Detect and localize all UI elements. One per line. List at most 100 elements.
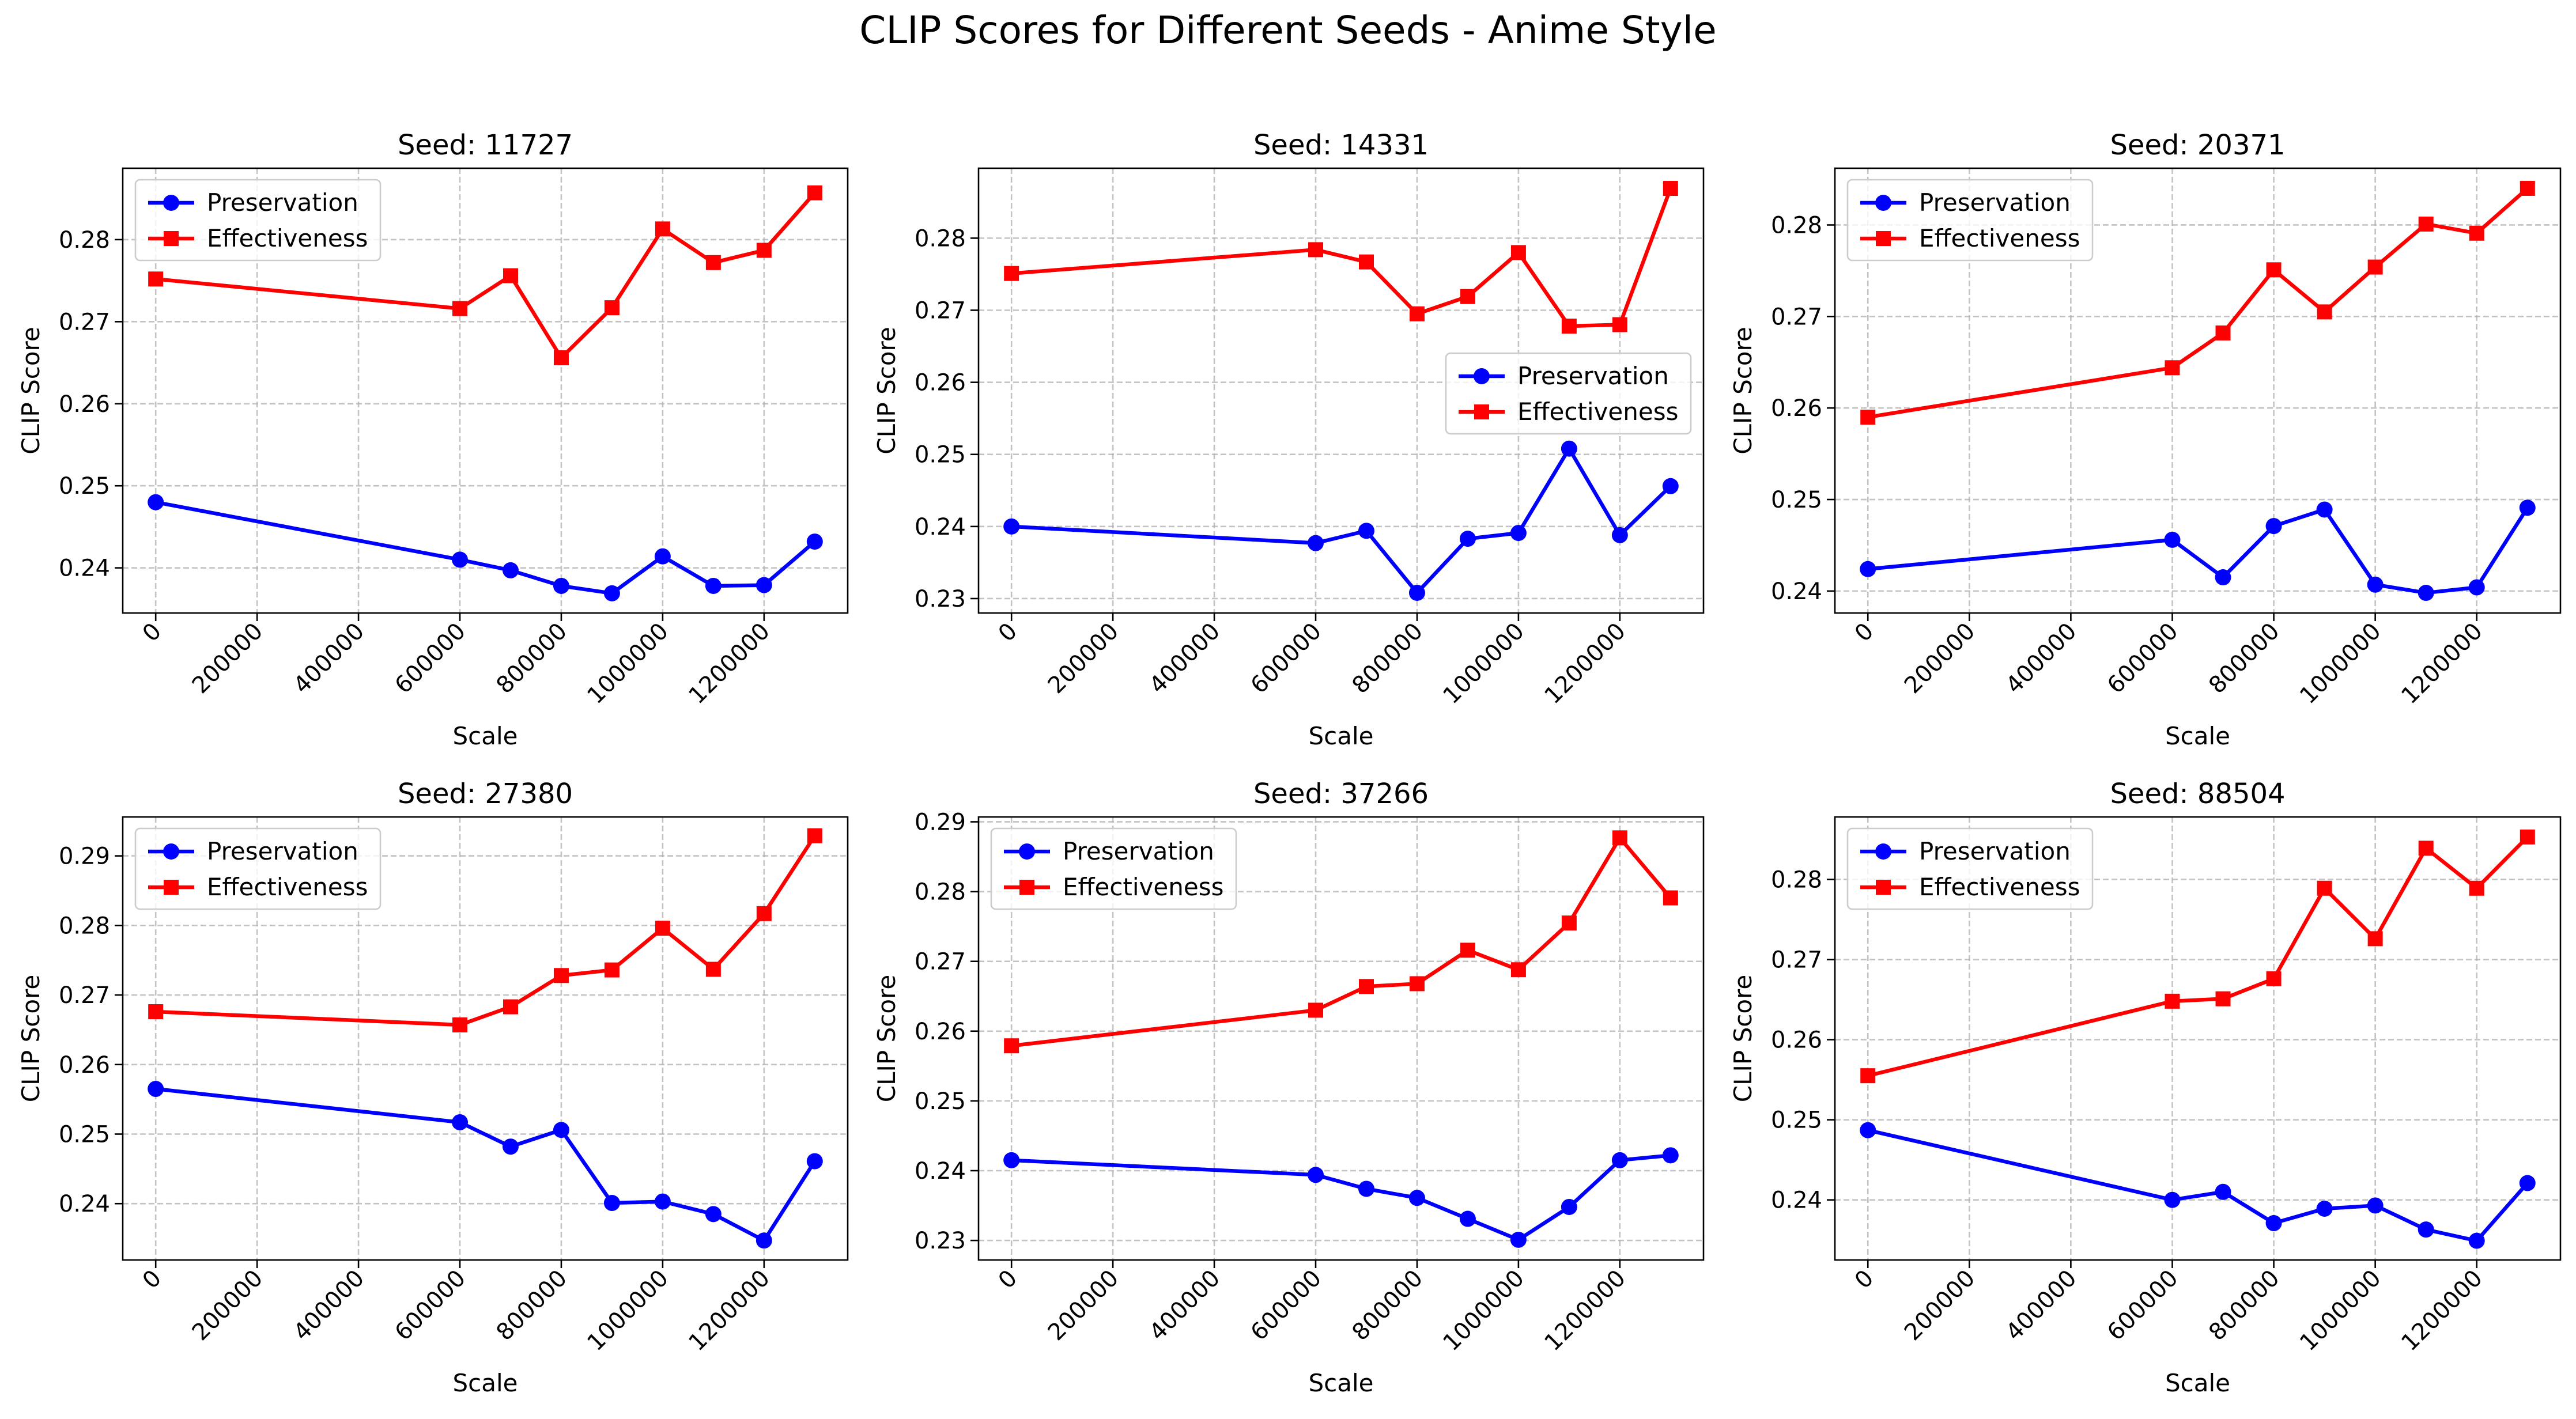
x-tick-label: 800000 [1347,1265,1429,1346]
data-point-preservation [2265,1215,2282,1232]
data-point-effectiveness [655,921,670,936]
y-tick-label: 0.27 [59,982,110,1009]
data-point-effectiveness [2317,880,2332,896]
data-point-preservation [1003,518,1020,535]
data-point-effectiveness [1358,254,1374,270]
data-point-effectiveness [2520,180,2535,196]
x-axis-label: Scale [2165,1369,2230,1397]
y-tick-label: 0.25 [915,1088,966,1115]
data-point-preservation [2367,576,2384,593]
legend-label: Preservation [1063,837,1214,865]
x-tick-label: 600000 [1246,618,1327,699]
data-point-effectiveness [1004,1038,1019,1054]
subplot-3: 0 200000 400000 600000 800000 1000000 1200000 0… [1729,129,2562,750]
data-point-effectiveness [1612,317,1627,332]
y-tick-label: 0.26 [59,391,110,418]
x-tick-label: 1200000 [2396,618,2488,710]
x-tick-label: 1000000 [2295,618,2386,710]
data-point-preservation [2164,531,2181,548]
data-point-preservation [1611,527,1628,543]
plot-frame [977,816,1705,1261]
x-axis-label: Scale [453,722,518,750]
data-point-preservation [553,577,569,594]
data-point-preservation [2418,585,2434,601]
data-point-effectiveness [1561,915,1577,931]
data-point-preservation [1510,1231,1527,1248]
x-tick-label: 0 [1850,1265,1879,1295]
data-point-effectiveness [503,268,518,283]
y-tick-label: 0.29 [915,809,966,835]
data-point-preservation [1611,1152,1628,1168]
data-point-effectiveness [1663,890,1678,906]
x-tick-label: 200000 [1043,1265,1124,1346]
legend-box [134,827,382,910]
x-tick-label: 200000 [1899,618,1981,699]
x-tick-label: 600000 [1246,1265,1327,1346]
data-point-preservation [1408,1190,1425,1206]
legend: Preservation Effectiveness [1846,827,2094,910]
data-point-effectiveness [2165,360,2180,376]
y-tick-label: 0.27 [1771,947,1822,974]
legend-marker-square [1876,880,1891,895]
x-tick-label: 0 [138,1265,167,1295]
legend-label: Preservation [207,188,358,217]
plot-frame [122,167,849,614]
subplot-5: 0 200000 400000 600000 800000 1000000 1200000 0… [872,778,1705,1397]
data-point-effectiveness [553,350,569,366]
legend-label: Effectiveness [1517,398,1678,426]
data-point-effectiveness [1358,979,1374,994]
data-point-preservation [654,548,671,565]
subplot-title: Seed: 20371 [2110,129,2285,161]
data-point-preservation [1308,1167,1324,1183]
y-tick-label: 0.27 [915,949,966,975]
x-tick-label: 800000 [2204,1265,2285,1346]
y-axis-label: CLIP Score [1729,327,1757,454]
data-point-preservation [705,577,722,594]
legend-marker-circle [163,195,179,211]
plot-frame [977,167,1705,614]
legend-box [990,827,1237,910]
data-point-preservation [603,585,620,601]
data-point-effectiveness [1510,245,1526,260]
data-point-effectiveness [1409,976,1425,992]
data-point-effectiveness [1460,289,1475,304]
legend-box [1445,352,1692,435]
data-point-preservation [1860,561,1876,577]
x-tick-label: 1200000 [683,618,775,710]
series-line-preservation [1011,1153,1671,1242]
y-tick-label: 0.27 [59,309,110,335]
x-tick-label: 1200000 [1539,1265,1631,1357]
x-tick-label: 1200000 [1539,618,1631,710]
x-axis-label: Scale [2165,722,2230,750]
x-tick-label: 800000 [492,618,573,699]
data-point-effectiveness [2469,225,2484,241]
legend-marker-square [164,880,179,895]
y-tick-label: 0.28 [1771,212,1822,239]
y-tick-label: 0.28 [915,879,966,906]
data-point-effectiveness [655,221,670,237]
data-point-effectiveness [452,1017,468,1032]
data-point-preservation [2367,1197,2384,1214]
subplot-6: 0 200000 400000 600000 800000 1000000 1200000 0… [1729,778,2562,1397]
x-tick-label: 400000 [1145,618,1226,699]
legend-marker-square [1474,404,1489,419]
plot-frame [1834,816,2562,1261]
x-tick-label: 200000 [187,618,269,699]
y-tick-label: 0.28 [59,227,110,253]
data-point-preservation [148,1081,164,1098]
subplot-title: Seed: 14331 [1253,129,1429,161]
x-tick-label: 1000000 [2295,1265,2386,1357]
legend: Preservation Effectiveness [1846,179,2094,262]
data-point-preservation [756,1232,772,1249]
y-tick-label: 0.24 [59,555,110,582]
y-tick-label: 0.26 [915,370,966,396]
x-tick-label: 400000 [2001,1265,2082,1346]
data-point-effectiveness [2266,262,2282,278]
y-tick-label: 0.27 [915,297,966,324]
x-tick-label: 200000 [187,1265,269,1346]
data-point-preservation [1003,1152,1020,1168]
data-point-effectiveness [1510,962,1526,978]
y-tick-label: 0.25 [59,1121,110,1148]
data-point-preservation [806,1153,823,1170]
